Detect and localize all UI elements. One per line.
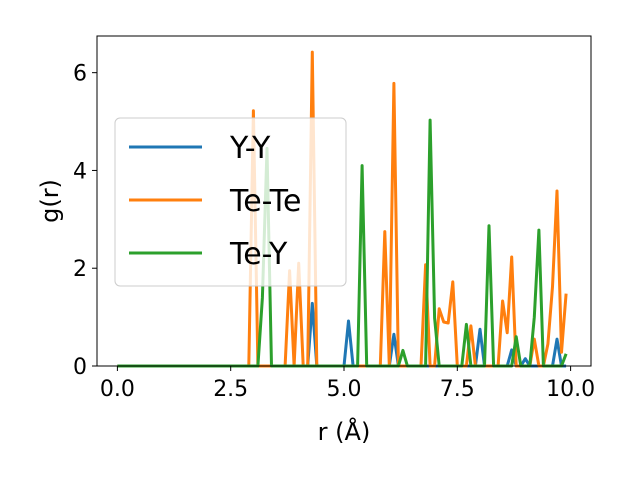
x-axis-ticks: 0.0 2.5 5.0 7.5 10.0 [100,366,595,402]
y-tick-label: 0 [73,355,87,380]
legend-label: Te-Y [229,237,288,272]
x-tick-label: 5.0 [327,377,362,402]
x-tick-label: 7.5 [440,377,475,402]
y-tick-label: 6 [73,62,87,87]
x-tick-label: 2.5 [213,377,248,402]
legend-label: Te-Te [229,184,301,219]
x-axis-label: r (Å) [318,417,371,446]
legend: Y-Y Te-Te Te-Y [114,117,347,287]
x-tick-label: 10.0 [546,377,595,402]
y-axis-ticks: 0 2 4 6 [73,62,97,380]
legend-label: Y-Y [229,131,271,166]
legend-box [114,117,347,287]
x-tick-label: 0.0 [100,377,135,402]
y-tick-label: 4 [73,159,87,184]
y-tick-label: 2 [73,257,87,282]
y-axis-label: g(r) [36,179,64,223]
